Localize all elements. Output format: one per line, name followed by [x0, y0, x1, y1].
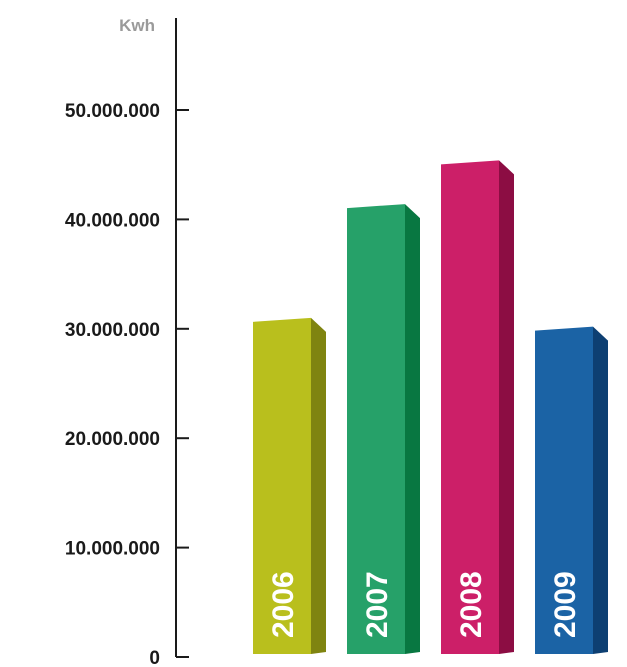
bar-2007: 2007	[347, 204, 420, 655]
y-tick-label: 20.000.000	[65, 429, 160, 450]
bar-side-2007	[405, 204, 420, 655]
bar-category-label: 2006	[267, 571, 300, 638]
y-tick-label: 0	[149, 648, 160, 667]
bar-front-2009	[535, 326, 593, 654]
bar-front-2007	[347, 204, 405, 655]
bar-category-label: 2007	[361, 571, 394, 638]
bars: 2006 2007 2008 2009	[253, 160, 608, 655]
bar-front-2008	[441, 160, 499, 654]
bar-category-label: 2009	[549, 571, 582, 638]
bar-side-2008	[499, 160, 514, 654]
y-tick-label: 40.000.000	[65, 210, 160, 231]
bar-side-2006	[311, 317, 326, 654]
bar-category-label: 2008	[455, 571, 488, 638]
bar-2009: 2009	[535, 326, 608, 654]
y-tick-label: 10.000.000	[65, 539, 160, 560]
y-tick-label: 30.000.000	[65, 320, 160, 341]
y-axis: Kwh	[119, 16, 177, 657]
bar-2008: 2008	[441, 160, 514, 654]
bar-2006: 2006	[253, 317, 326, 654]
y-axis-unit-label: Kwh	[119, 16, 155, 35]
y-tick-label: 50.000.000	[65, 101, 160, 122]
bar-front-2006	[253, 317, 311, 654]
bar-side-2009	[593, 326, 608, 654]
y-axis-ticks: 0 10.000.000 20.000.000 30.000.000 40.000.00…	[65, 101, 189, 667]
